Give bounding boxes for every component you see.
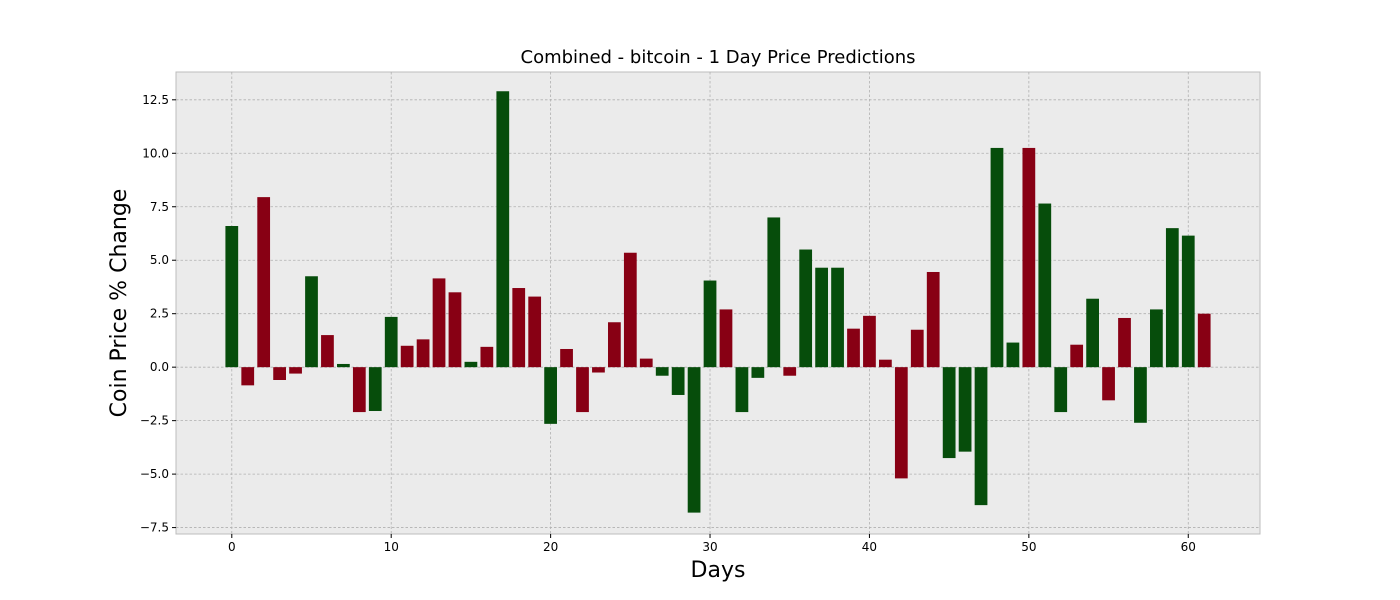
- bars: [225, 91, 1211, 513]
- bar: [879, 359, 892, 368]
- bar: [783, 367, 797, 376]
- x-tick-label: 10: [384, 540, 399, 554]
- y-tick-label: 2.5: [150, 307, 169, 321]
- x-tick-label: 30: [702, 540, 717, 554]
- y-tick-label: 5.0: [150, 253, 169, 267]
- bar: [894, 367, 908, 479]
- bar: [863, 315, 876, 368]
- bar: [1150, 309, 1163, 368]
- bar: [321, 335, 334, 368]
- bar: [1086, 298, 1099, 368]
- bar: [958, 367, 972, 452]
- bar: [289, 367, 302, 374]
- bar: [432, 278, 446, 368]
- bar: [1102, 367, 1115, 401]
- bar: [655, 367, 669, 376]
- bar: [416, 339, 430, 368]
- bar: [1118, 317, 1131, 368]
- bar: [384, 316, 398, 368]
- bar: [719, 309, 733, 368]
- bar: [990, 147, 1004, 368]
- bar: [1006, 342, 1020, 368]
- bar: [1197, 313, 1211, 368]
- y-axis-ticks: −7.5 −5.0 −2.5 0.0 2.5 5.0 7.5 10.0 12.5: [140, 93, 176, 535]
- bar: [608, 322, 621, 368]
- x-tick-label: 0: [228, 540, 236, 554]
- bar: [257, 197, 271, 368]
- bar: [1165, 228, 1179, 368]
- y-tick-label: 12.5: [142, 93, 169, 107]
- bar: [273, 367, 286, 380]
- bar: [368, 367, 382, 412]
- bar: [1022, 147, 1036, 368]
- y-tick-label: −2.5: [140, 414, 169, 428]
- bar: [560, 348, 573, 368]
- y-tick-label: −7.5: [140, 521, 169, 535]
- y-tick-label: 0.0: [150, 360, 169, 374]
- bar: [910, 329, 924, 368]
- bar: [225, 226, 239, 368]
- bar: [337, 363, 350, 368]
- y-tick-label: 10.0: [142, 146, 169, 160]
- bar: [639, 358, 653, 368]
- bar: [671, 367, 685, 395]
- bar: [623, 252, 637, 368]
- bar: [815, 267, 828, 368]
- bar: [400, 345, 414, 368]
- x-axis-label: Days: [691, 558, 746, 583]
- bar: [847, 328, 860, 368]
- bar: [735, 367, 749, 413]
- bar: [496, 91, 510, 368]
- bar: [480, 346, 494, 368]
- bar: [926, 271, 940, 368]
- bar: [544, 367, 557, 424]
- y-axis-label: Coin Price % Change: [107, 189, 132, 418]
- bar: [1038, 203, 1052, 368]
- bar: [241, 367, 255, 386]
- plot-area: [175, 71, 1261, 535]
- bar: [352, 367, 366, 413]
- bar: [1134, 367, 1147, 423]
- bar: [751, 367, 765, 378]
- bar: [767, 217, 781, 368]
- bar: [592, 367, 605, 373]
- bar: [464, 361, 478, 368]
- bar: [512, 288, 526, 368]
- bar: [831, 267, 844, 368]
- bar: [687, 367, 701, 513]
- bar: [974, 367, 988, 506]
- bar: [1070, 344, 1084, 368]
- y-tick-label: −5.0: [140, 467, 169, 481]
- bar: [799, 249, 813, 368]
- bar: [576, 367, 589, 413]
- bar: [305, 276, 318, 368]
- bar: [528, 296, 542, 368]
- x-tick-label: 40: [862, 540, 877, 554]
- x-tick-label: 50: [1021, 540, 1036, 554]
- x-tick-label: 20: [543, 540, 558, 554]
- y-tick-label: 7.5: [150, 200, 169, 214]
- chart-title: Combined - bitcoin - 1 Day Price Predict…: [521, 47, 916, 68]
- x-axis-ticks: 0 10 20 30 40 50 60: [228, 534, 1196, 554]
- bar: [942, 367, 956, 459]
- bar: [1181, 235, 1195, 368]
- bar: [1054, 367, 1068, 413]
- bar: [703, 280, 717, 368]
- bar: [448, 292, 462, 368]
- x-tick-label: 60: [1181, 540, 1196, 554]
